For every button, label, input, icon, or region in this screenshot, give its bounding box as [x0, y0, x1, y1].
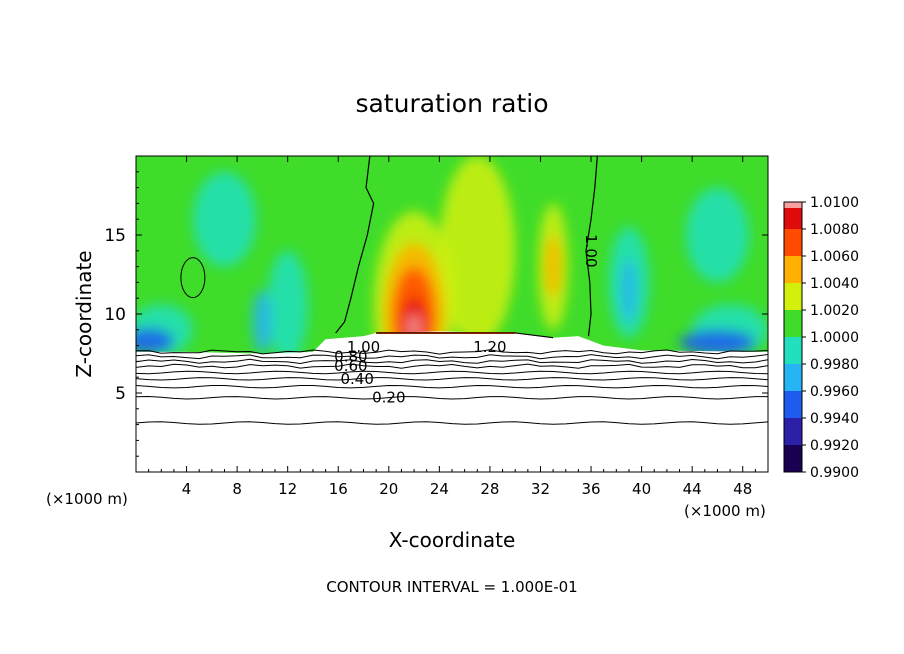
contour-line: [136, 370, 768, 375]
x-tick-label: 8: [232, 480, 242, 498]
contour-line: [585, 156, 598, 337]
x-tick-label: 16: [329, 480, 348, 498]
x-axis-ticks: 4 8 12 16 20 24 28 32 36 40 44 48: [148, 156, 756, 498]
colorbar-swatch: [784, 256, 802, 283]
x-tick-label: 24: [430, 480, 449, 498]
colorbar-labels: 0.9900 0.9920 0.9940 0.9960 0.9980 1.0000 1.00…: [802, 195, 859, 481]
colorbar: 0.9900 0.9920 0.9940 0.9960 0.9980 1.0000 1.00…: [783, 195, 859, 481]
colorbar-swatch: [784, 283, 802, 310]
x-tick-label: 48: [733, 480, 752, 498]
contour-line: [335, 156, 375, 334]
x-tick-label: 32: [531, 480, 550, 498]
colorbar-label: 1.0100: [810, 195, 859, 211]
contour-line: [136, 377, 768, 381]
x-tick-label: 4: [182, 480, 192, 498]
contour-line: [136, 354, 768, 360]
colorbar-label: 1.0020: [810, 303, 859, 319]
colorbar-label: 1.0040: [810, 276, 859, 292]
field-anomaly: [252, 290, 273, 354]
contour-lines: [136, 156, 768, 425]
colorbar-label: 0.9940: [810, 411, 859, 427]
contour-label: 0.60: [334, 357, 367, 375]
x-tick-label: 40: [632, 480, 651, 498]
colorbar-label: 1.0080: [810, 222, 859, 238]
contour-label: 0.20: [372, 389, 405, 407]
field-anomaly: [545, 235, 561, 299]
x-unit-right: (×1000 m): [684, 502, 766, 520]
colorbar-swatch: [784, 202, 802, 229]
contour-label: 0.40: [340, 370, 373, 388]
colorbar-swatch: [784, 391, 802, 418]
y-tick-label: 15: [104, 226, 126, 246]
y-tick-label: 5: [115, 384, 126, 404]
contour-line: [376, 332, 554, 339]
contour-line: [136, 349, 768, 355]
field-anomaly: [679, 329, 756, 356]
field-anomaly: [192, 171, 257, 267]
field-anomaly: [267, 250, 308, 362]
x-tick-label: 28: [480, 480, 499, 498]
contour-line: [136, 395, 768, 400]
chart-title: saturation ratio: [355, 89, 548, 118]
contour-label: 1.20: [473, 338, 506, 356]
colorbar-swatches: [784, 202, 802, 472]
heatmap-field: [136, 156, 768, 472]
colorbar-swatch: [784, 337, 802, 364]
contour-line: [180, 257, 206, 299]
y-axis-label: Z-coordinate: [72, 250, 96, 377]
contour-interval-footer: CONTOUR INTERVAL = 1.000E-01: [326, 578, 577, 596]
contour-label: 1.00: [582, 234, 600, 267]
contour-line: [136, 384, 768, 389]
contour-line: [136, 358, 768, 365]
colorbar-swatch: [784, 418, 802, 445]
x-tick-label: 12: [278, 480, 297, 498]
colorbar-label: 0.9960: [810, 384, 859, 400]
contour-line: [136, 363, 768, 369]
colorbar-label: 1.0000: [810, 330, 859, 346]
x-unit-left: (×1000 m): [46, 490, 128, 508]
contour-line: [136, 421, 768, 425]
x-tick-label: 44: [683, 480, 702, 498]
field-anomaly: [621, 258, 637, 322]
field-anomaly: [136, 328, 174, 354]
x-axis-label: X-coordinate: [389, 528, 516, 552]
colorbar-swatch: [784, 310, 802, 337]
colorbar-label: 0.9980: [810, 357, 859, 373]
y-tick-label: 10: [104, 305, 126, 325]
contour-label: 1.00: [347, 338, 380, 356]
x-tick-label: 36: [581, 480, 600, 498]
x-tick-label: 20: [379, 480, 398, 498]
colorbar-label: 0.9900: [810, 465, 859, 481]
y-axis-ticks: 5 10 15: [104, 171, 768, 457]
colorbar-swatch: [784, 445, 802, 472]
colorbar-label: 0.9920: [810, 438, 859, 454]
colorbar-label: 1.0060: [810, 249, 859, 265]
colorbar-swatch: [784, 364, 802, 391]
field-anomaly: [685, 187, 750, 283]
colorbar-swatch: [784, 202, 802, 208]
colorbar-swatch: [784, 229, 802, 256]
contour-label: 0.80: [334, 348, 367, 366]
field-anomaly: [439, 156, 516, 346]
contour-labels: 0.200.400.600.801.00 1.201.00: [334, 234, 600, 407]
